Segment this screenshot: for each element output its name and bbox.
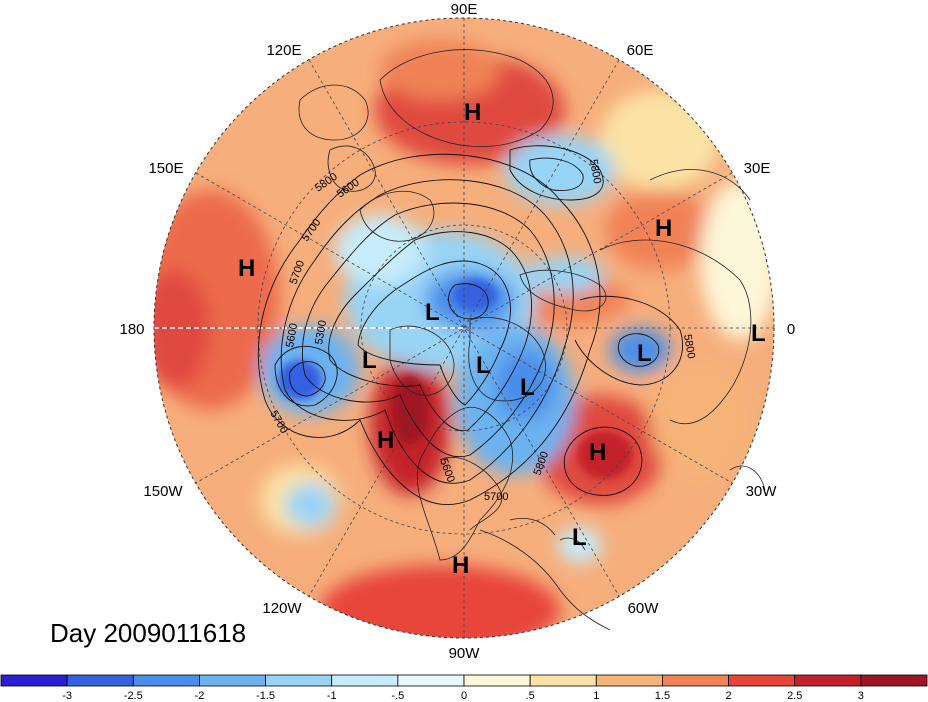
lon-label-60e: 60E (627, 42, 654, 59)
colorbar-box (132, 674, 200, 687)
contour-label: 5300 (313, 319, 329, 345)
lon-label-180: 180 (119, 321, 144, 338)
high-marker: H (377, 427, 394, 454)
colorbar-tick-label: -3 (62, 690, 72, 702)
high-marker: H (655, 215, 672, 242)
colorbar-box (265, 674, 333, 687)
colorbar-tick-label: -1 (327, 690, 337, 702)
map-title: Day 2009011618 (50, 618, 247, 648)
high-marker: H (464, 99, 481, 126)
colorbar-box (397, 674, 465, 687)
lon-label-150e: 150E (148, 160, 183, 177)
lon-label-120w: 120W (262, 600, 302, 617)
colorbar-box (860, 674, 928, 687)
colorbar-box (794, 674, 862, 687)
colorbar-boxes (0, 674, 928, 687)
low-marker: L (476, 352, 491, 379)
contour-label: 5800 (587, 158, 603, 184)
colorbar-box (331, 674, 399, 687)
colorbar-tick-label: 0 (461, 690, 467, 702)
low-marker: L (362, 347, 377, 374)
high-marker: H (238, 255, 255, 282)
colorbar-tick-label: .5 (526, 690, 535, 702)
colorbar-tick-label: 1 (593, 690, 599, 702)
map-border (153, 17, 775, 639)
colorbar-ticks: -3 -2.5 -2 -1.5 -1 -.5 0 .5 1 1.5 2 2.5 3 (62, 690, 864, 702)
colorbar-box (662, 674, 729, 687)
lon-label-120e: 120E (266, 42, 301, 59)
coastlines (298, 49, 766, 631)
low-marker: L (751, 320, 766, 347)
colorbar-tick-label: -1.5 (256, 690, 275, 702)
high-marker: H (452, 552, 469, 579)
low-marker: L (637, 340, 652, 367)
colorbar: -3 -2.5 -2 -1.5 -1 -.5 0 .5 1 1.5 2 2.5 3 (0, 674, 928, 702)
colorbar-box (595, 674, 663, 687)
colorbar-box (66, 674, 134, 687)
colorbar-box (0, 674, 68, 687)
lon-label-90w: 90W (449, 645, 481, 662)
lon-label-60w: 60W (628, 600, 660, 617)
height-contours (257, 145, 684, 505)
colorbar-box (463, 674, 531, 687)
colorbar-tick-label: -.5 (391, 690, 404, 702)
contour-label: 5700 (484, 491, 508, 503)
colorbar-box (529, 674, 597, 687)
lon-label-150w: 150W (143, 483, 183, 500)
colorbar-tick-label: 3 (858, 690, 864, 702)
colorbar-tick-label: 2.5 (787, 690, 802, 702)
colorbar-tick-label: -2 (195, 690, 205, 702)
contour-label: 5800 (681, 333, 697, 359)
low-marker: L (520, 374, 535, 401)
colorbar-tick-label: 1.5 (655, 690, 670, 702)
longitude-labels: 90E 60E 30E 0 30W 60W 90W 120W 150W 180 … (119, 1, 795, 662)
lon-label-90e: 90E (451, 1, 478, 18)
lon-label-30w: 30W (746, 483, 778, 500)
pressure-centers: H H H H H H L L L L L L L L (238, 99, 766, 579)
lon-label-30e: 30E (744, 160, 771, 177)
colorbar-tick-label: 2 (726, 690, 732, 702)
colorbar-box (199, 674, 266, 687)
colorbar-box (728, 674, 796, 687)
contour-label: 5600 (284, 322, 300, 348)
high-marker: H (589, 439, 606, 466)
colorbar-tick-label: -2.5 (124, 690, 143, 702)
low-marker: L (425, 299, 440, 326)
lon-label-0: 0 (787, 321, 795, 338)
low-marker: L (572, 524, 587, 551)
